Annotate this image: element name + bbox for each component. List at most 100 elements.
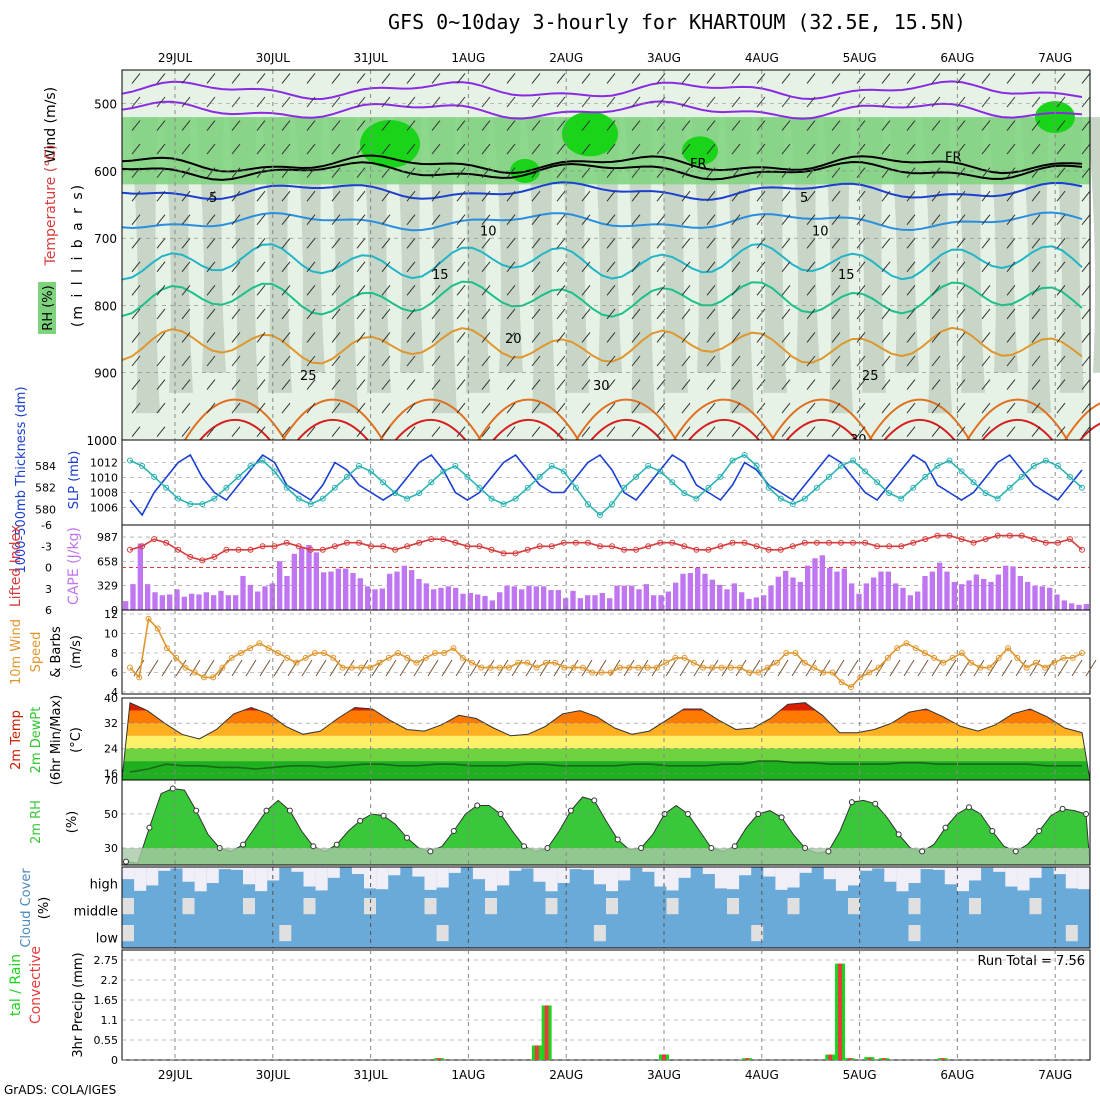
cloud-mid-clear bbox=[606, 898, 618, 914]
cape-bar bbox=[607, 598, 612, 610]
cloud-high-clear bbox=[763, 867, 775, 877]
cloud-high-clear bbox=[727, 867, 739, 889]
cloud-mid-clear bbox=[183, 898, 195, 914]
cloud-high-clear bbox=[449, 867, 461, 873]
date-tick-top: 30JUL bbox=[256, 51, 291, 65]
cape-bar bbox=[160, 595, 165, 610]
cape-bar bbox=[314, 552, 319, 610]
cloud-high-clear bbox=[158, 867, 170, 871]
wind-tick: 10 bbox=[104, 628, 118, 641]
precip-tick: 2.75 bbox=[94, 954, 119, 967]
cape-bar bbox=[688, 573, 693, 610]
cloud-low-clear bbox=[1066, 925, 1078, 941]
rh2m-point bbox=[334, 842, 339, 847]
panel-frame bbox=[122, 950, 1090, 1060]
rh2m-point bbox=[943, 825, 948, 830]
cloud-mid-clear bbox=[304, 898, 316, 914]
cape-bar bbox=[211, 595, 216, 610]
cape-bar bbox=[1084, 604, 1089, 610]
rh2m-point bbox=[404, 835, 409, 840]
cape-bar bbox=[431, 589, 436, 610]
cape-bar bbox=[512, 586, 517, 610]
cape-bar bbox=[673, 583, 678, 610]
cape-bar bbox=[248, 585, 253, 610]
wind10m-label-d: (m/s) bbox=[69, 635, 84, 669]
cloud-high-clear bbox=[304, 867, 316, 887]
cloud-low-clear bbox=[594, 925, 606, 941]
thickness-tick: 584 bbox=[35, 460, 56, 473]
temp-label-c: (6hr Min/Max) bbox=[49, 695, 64, 785]
cloud-high-clear bbox=[195, 867, 207, 891]
cloud-high-clear bbox=[207, 867, 219, 883]
rh2m-point bbox=[849, 800, 854, 805]
cape-bar bbox=[600, 593, 605, 610]
cloud-high-clear bbox=[679, 867, 691, 878]
cape-bar bbox=[966, 580, 971, 610]
cloud-high-clear bbox=[739, 867, 751, 875]
cloud-high-clear bbox=[848, 867, 860, 885]
cape-bar bbox=[790, 577, 795, 610]
cloud-high-clear bbox=[703, 867, 715, 874]
cape-bar bbox=[189, 594, 194, 610]
thickness-tick: 582 bbox=[35, 482, 56, 495]
temp-tick: 40 bbox=[104, 692, 118, 705]
cloud-high-clear bbox=[364, 867, 376, 888]
precip-conv-bar bbox=[882, 1058, 886, 1060]
cape-bar bbox=[130, 584, 135, 610]
cape-bar bbox=[702, 574, 707, 610]
cloud-high-clear bbox=[993, 867, 1005, 872]
cape-bar bbox=[182, 597, 187, 610]
cape-bar bbox=[497, 592, 502, 610]
rh2m-point bbox=[358, 818, 363, 823]
precip-conv-bar bbox=[662, 1055, 666, 1060]
thickness-tick: 580 bbox=[35, 504, 56, 517]
cape-bar bbox=[629, 586, 634, 610]
cape-bar bbox=[783, 571, 788, 610]
cape-bar bbox=[834, 572, 839, 610]
cape-bar bbox=[519, 589, 524, 610]
cloud-high-clear bbox=[546, 867, 558, 891]
temperature-label: Temperature (°C) bbox=[43, 145, 59, 267]
rh2m-point bbox=[990, 829, 995, 834]
cape-bar bbox=[871, 577, 876, 610]
temp-label-b: 2m DewPt bbox=[29, 707, 44, 774]
cape-bar bbox=[864, 583, 869, 610]
slp-tick: 1012 bbox=[90, 457, 118, 470]
rh2m-point bbox=[615, 837, 620, 842]
cape-bar bbox=[754, 597, 759, 610]
rh2m-point bbox=[779, 815, 784, 820]
cape-bar bbox=[145, 584, 150, 610]
cape-bar bbox=[262, 586, 267, 610]
cape-bar bbox=[1069, 603, 1074, 610]
cape-bar bbox=[944, 572, 949, 610]
pressure-axis-title: (m i l l i b a r s) bbox=[70, 183, 86, 327]
cloud-high-clear bbox=[328, 867, 340, 878]
cape-bar bbox=[402, 566, 407, 610]
lifted-tick: 6 bbox=[45, 604, 52, 617]
cape-bar bbox=[152, 592, 157, 610]
cape-bar bbox=[556, 590, 561, 610]
cloud-high-clear bbox=[860, 867, 872, 871]
rh-blob-bright bbox=[562, 112, 618, 157]
contour-label: 10 bbox=[812, 224, 829, 239]
cloud-mid-clear bbox=[1030, 898, 1042, 914]
cape-bar bbox=[482, 596, 487, 610]
cape-bar bbox=[937, 563, 942, 610]
cloud-low-clear bbox=[437, 925, 449, 941]
precip-conv-bar bbox=[535, 1045, 539, 1060]
cape-bar bbox=[724, 589, 729, 610]
cape-bar bbox=[717, 585, 722, 610]
cape-bar bbox=[849, 583, 854, 610]
cape-bar bbox=[768, 586, 773, 610]
cape-bar bbox=[299, 548, 304, 610]
cloud-high-clear bbox=[437, 867, 449, 887]
rh2m-point bbox=[568, 808, 573, 813]
cloud-mid-clear bbox=[425, 898, 437, 914]
temp-band bbox=[122, 748, 1090, 761]
cape-bar bbox=[695, 568, 700, 610]
lifted-tick: 3 bbox=[45, 583, 52, 596]
cloud-high-clear bbox=[122, 867, 134, 879]
lifted-tick: 0 bbox=[45, 562, 52, 575]
cloud-high-clear bbox=[1005, 867, 1017, 887]
